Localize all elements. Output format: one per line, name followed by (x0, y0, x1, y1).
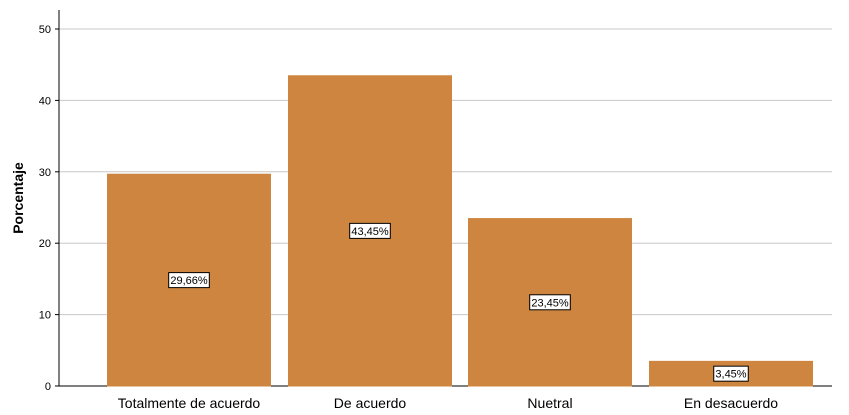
data-labels: 29,66% 43,45% 23,45% 3,45% (168, 222, 749, 382)
data-label-box (713, 365, 749, 382)
y-axis-title: Porcentaje (10, 162, 26, 234)
data-label: 43,45% (351, 226, 389, 238)
x-category-label: De acuerdo (334, 395, 407, 410)
data-label-box (168, 272, 210, 289)
data-label: 23,45% (531, 297, 569, 309)
y-tick-label: 20 (39, 238, 51, 250)
data-label-box (529, 294, 571, 311)
y-tick-labels: 0 10 20 30 40 50 (39, 24, 51, 393)
data-label: 3,45% (715, 369, 746, 381)
x-category-label: Nuetral (527, 395, 572, 410)
y-tick-label: 30 (39, 167, 51, 179)
bars (107, 75, 813, 387)
y-tick-label: 50 (39, 24, 51, 36)
y-tick-label: 40 (39, 95, 51, 107)
x-category-label: Totalmente de acuerdo (118, 395, 261, 410)
y-tick-label: 10 (39, 310, 51, 322)
y-tick-label: 0 (45, 381, 51, 393)
x-category-label: En desacuerdo (684, 395, 778, 410)
bar (468, 218, 632, 387)
data-label-box (349, 222, 391, 239)
data-label: 29,66% (170, 275, 208, 287)
x-category-labels: Totalmente de acuerdo De acuerdo Nuetral En… (118, 395, 779, 411)
